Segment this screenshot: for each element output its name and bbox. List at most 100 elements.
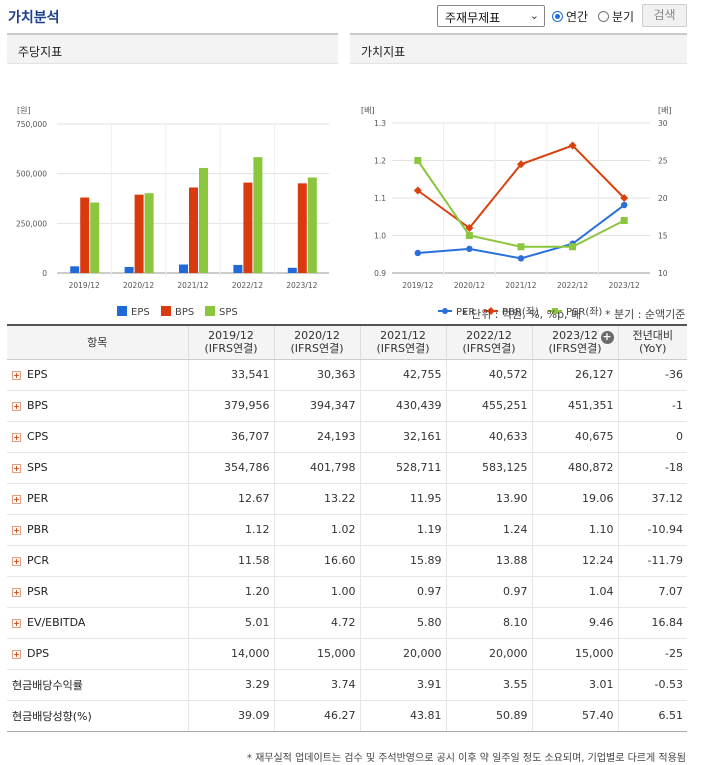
point-pbr[interactable] [620, 194, 629, 202]
point-pbr[interactable] [568, 141, 577, 150]
legend-label[interactable]: PER [456, 307, 475, 318]
x-tick-label: 2021/12 [177, 281, 208, 290]
row-label-cell[interactable]: + SPS [7, 452, 188, 484]
point-psr[interactable] [569, 243, 577, 251]
radio-quarter[interactable]: 분기 [598, 8, 634, 25]
value-cell: 12.24 [531, 545, 618, 577]
value-cell: 583,125 [445, 452, 532, 484]
bar-bps[interactable] [80, 197, 90, 273]
value-cell: 0.97 [445, 576, 532, 608]
yoy-cell: 7.07 [617, 576, 687, 608]
bar-bps[interactable] [297, 183, 307, 273]
legend-label[interactable]: PBR(좌) [502, 306, 539, 318]
row-label-cell[interactable]: + PBR [7, 514, 188, 546]
bar-bps[interactable] [134, 194, 144, 273]
value-cell: 1.00 [273, 576, 360, 608]
value-cell: 480,872 [531, 452, 618, 484]
row-label-cell[interactable]: + PER [7, 483, 188, 515]
value-cell: 451,351 [531, 390, 618, 422]
expand-row-icon[interactable]: + [12, 619, 21, 628]
column-header-label: 2022/12 [466, 329, 512, 343]
x-tick-label: 2022/12 [557, 281, 588, 290]
column-header-sublabel: (IFRS연결) [462, 342, 516, 356]
point-psr[interactable] [414, 157, 422, 164]
point-pbr[interactable] [517, 160, 525, 169]
row-label-cell[interactable]: + EPS [7, 359, 188, 391]
expand-row-icon[interactable]: + [12, 433, 21, 442]
point-per[interactable] [414, 249, 421, 257]
x-tick-label: 2019/12 [402, 281, 433, 290]
bar-sps[interactable] [199, 167, 208, 273]
value-cell: 16.60 [273, 545, 360, 577]
column-header-label: 전년대비 [632, 329, 673, 343]
statement-select[interactable]: 주재무제표 ⌄ [437, 5, 545, 27]
bar-bps[interactable] [189, 187, 198, 273]
value-cell: 15,000 [273, 638, 360, 670]
value-cell: 12.67 [187, 483, 274, 515]
expand-row-icon[interactable]: + [12, 371, 21, 380]
point-psr[interactable] [517, 243, 525, 251]
row-label-cell[interactable]: + PSR [7, 576, 188, 608]
expand-row-icon[interactable]: + [12, 495, 21, 504]
bar-eps[interactable] [179, 264, 188, 273]
search-button[interactable]: 검색 [642, 4, 687, 27]
row-label-cell[interactable]: + BPS [7, 390, 188, 422]
row-label-cell[interactable]: + EV/EBITDA [7, 607, 188, 639]
unit-note: * 단위 : 억원, %, %p, 배 [462, 308, 582, 321]
expand-row-icon[interactable]: + [12, 557, 21, 566]
add-column-icon[interactable]: + [600, 330, 614, 344]
yoy-cell: 6.51 [617, 700, 687, 732]
legend-label[interactable]: SPS [219, 307, 238, 318]
value-cell: 1.24 [445, 514, 532, 546]
right-tick-label: 15 [658, 232, 668, 241]
column-header-sublabel: (IFRS연결) [290, 342, 344, 356]
point-pbr[interactable] [465, 224, 474, 232]
value-cell: 9.46 [531, 607, 618, 639]
column-header-label: 2021/12 [380, 329, 426, 343]
value-cell: 46.27 [273, 700, 360, 732]
bar-eps[interactable] [233, 264, 243, 273]
bar-sps[interactable] [144, 193, 154, 273]
row-label-cell[interactable]: + DPS [7, 638, 188, 670]
legend-label[interactable]: PSR(좌) [566, 306, 602, 318]
point-per[interactable] [466, 245, 473, 253]
expand-row-icon[interactable]: + [12, 464, 21, 473]
bar-eps[interactable] [70, 266, 80, 273]
row-label-cell[interactable]: + CPS [7, 421, 188, 453]
radio-annual[interactable]: 연간 [552, 8, 588, 25]
bar-bps[interactable] [243, 182, 253, 273]
yoy-cell: -18 [617, 452, 687, 484]
bar-sps[interactable] [90, 202, 100, 273]
expand-row-icon[interactable]: + [12, 650, 21, 659]
bar-eps[interactable] [287, 267, 297, 273]
column-header: 2020/12 (IFRS연결) [273, 325, 360, 360]
row-label: CPS [27, 430, 49, 443]
bar-eps[interactable] [124, 266, 134, 273]
statement-select-value: 주재무제표 [445, 11, 501, 25]
expand-row-icon[interactable]: + [12, 402, 21, 411]
value-cell: 20,000 [359, 638, 446, 670]
legend-label[interactable]: BPS [175, 307, 194, 318]
legend-label[interactable]: EPS [131, 307, 150, 318]
bar-sps[interactable] [307, 177, 317, 273]
x-tick-label: 2020/12 [123, 281, 154, 290]
bar-sps[interactable] [253, 157, 263, 273]
point-per[interactable] [621, 201, 628, 209]
point-per[interactable] [517, 255, 525, 262]
row-label-cell[interactable]: + PCR [7, 545, 188, 577]
value-cell: 30,363 [273, 359, 360, 391]
point-pbr[interactable] [413, 186, 422, 195]
x-tick-label: 2023/12 [609, 281, 640, 290]
point-psr[interactable] [465, 232, 473, 239]
legend-marker [552, 308, 558, 314]
radio-empty-icon [598, 11, 609, 22]
x-tick-label: 2021/12 [505, 281, 536, 290]
point-psr[interactable] [620, 217, 628, 224]
value-cell: 43.81 [359, 700, 446, 732]
series-line-psr [416, 159, 625, 248]
chevron-down-icon: ⌄ [529, 9, 539, 22]
value-cell: 14,000 [187, 638, 274, 670]
expand-row-icon[interactable]: + [12, 526, 21, 535]
table-row: 현금배당수익률 3.29 3.74 3.91 3.55 3.01 -0.53 [7, 669, 687, 701]
expand-row-icon[interactable]: + [12, 588, 21, 597]
